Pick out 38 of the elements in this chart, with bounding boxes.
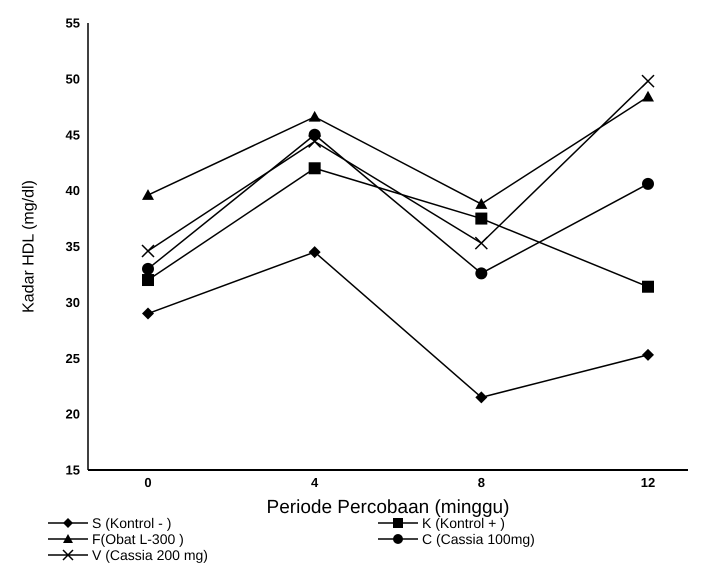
point <box>141 244 155 258</box>
point <box>308 134 322 148</box>
y-tick-label: 50 <box>66 71 80 86</box>
legend-label: F(Obat L-300 ) <box>92 531 184 547</box>
point <box>475 391 488 404</box>
point <box>475 267 488 280</box>
y-tick-label: 40 <box>66 183 80 198</box>
point <box>308 110 321 122</box>
point <box>642 90 654 102</box>
point <box>142 262 154 275</box>
y-tick-label: 35 <box>66 239 80 254</box>
point <box>475 212 488 225</box>
y-axis-title: Kadar HDL (mg/dl) <box>20 180 38 313</box>
x-axis-title: Periode Percobaan (minggu) <box>266 497 510 518</box>
point <box>642 280 654 293</box>
y-tick-label: 20 <box>66 406 80 422</box>
point <box>142 189 154 200</box>
legend-label: C (Cassia 100mg) <box>422 531 535 547</box>
x-tick-label: 4 <box>311 475 320 490</box>
y-tick-label: 25 <box>66 350 80 366</box>
legend-label: V (Cassia 200 mg) <box>92 547 208 563</box>
point <box>475 198 488 209</box>
x-tick-label: 0 <box>144 475 152 490</box>
x-tick-label: 8 <box>478 475 485 490</box>
y-tick-label: 30 <box>66 294 80 310</box>
point <box>641 74 655 88</box>
point <box>308 246 321 258</box>
point <box>642 178 654 190</box>
y-tick-label: 15 <box>66 462 80 478</box>
point <box>142 308 154 320</box>
point <box>142 274 154 286</box>
point <box>474 236 488 250</box>
point <box>308 162 321 174</box>
legend-label: S (Kontrol - ) <box>92 515 172 531</box>
y-tick-label: 45 <box>66 127 80 142</box>
point <box>642 348 654 361</box>
x-tick-label: 12 <box>640 475 656 490</box>
y-tick-label: 55 <box>66 16 80 31</box>
